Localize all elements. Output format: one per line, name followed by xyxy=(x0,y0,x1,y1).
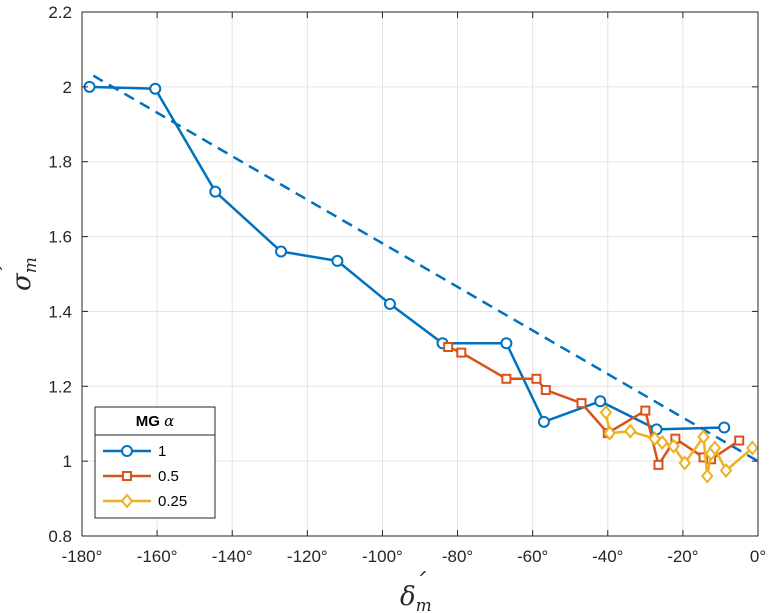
data-point xyxy=(667,438,680,454)
y-tick-label: 1 xyxy=(63,452,72,471)
trendline xyxy=(92,74,759,463)
x-tick-label: -140° xyxy=(212,547,253,566)
svg-text:σm: σm xyxy=(7,257,41,291)
legend: MG α 1 0.5 0.25 xyxy=(94,406,216,519)
data-point xyxy=(700,468,714,484)
legend-label: 0.5 xyxy=(158,468,179,485)
data-point xyxy=(456,347,467,358)
series-diamond xyxy=(599,404,759,484)
data-point xyxy=(718,421,731,434)
x-axis-ticks: -180° -160° -140° -120° -100° -80° -60° -40° -20… xyxy=(62,12,766,566)
y-tick-label: 1.8 xyxy=(48,153,72,172)
data-point xyxy=(540,385,551,396)
y-axis-label: σm ´ xyxy=(0,257,41,291)
x-axis-label: δm ´ xyxy=(400,569,432,613)
data-point xyxy=(383,297,396,310)
x-axis-label-sub: m xyxy=(416,596,432,613)
data-point xyxy=(537,415,550,428)
data-point xyxy=(678,455,692,471)
x-tick-label: -60° xyxy=(517,547,548,566)
x-tick-label: 0° xyxy=(750,547,766,566)
data-point xyxy=(531,373,542,384)
legend-label: 1 xyxy=(158,443,166,460)
trendline-group xyxy=(92,74,759,463)
legend-title-main: MG xyxy=(136,413,164,430)
legend-box xyxy=(94,406,216,519)
series-group xyxy=(83,80,759,484)
data-point xyxy=(209,185,222,198)
legend-title: MG α xyxy=(136,412,174,430)
data-point xyxy=(650,423,663,436)
y-tick-label: 0.8 xyxy=(48,527,72,546)
y-tick-label: 1.2 xyxy=(48,377,72,396)
series-circle xyxy=(83,80,731,436)
y-tick-label: 2.2 xyxy=(48,3,72,22)
y-axis-ticks: 0.8 1 1.2 1.4 1.6 1.8 2 2.2 xyxy=(48,3,758,546)
data-point xyxy=(500,337,513,350)
y-tick-label: 2 xyxy=(63,78,72,97)
data-point xyxy=(443,341,454,352)
y-tick-label: 1.6 xyxy=(48,228,72,247)
data-point xyxy=(576,398,587,409)
data-point xyxy=(149,82,162,95)
legend-item: 0.5 xyxy=(103,468,179,485)
legend-title-symbol: α xyxy=(164,412,174,430)
data-point xyxy=(599,404,613,421)
x-tick-label: -20° xyxy=(667,547,698,566)
y-tick-label: 1.4 xyxy=(48,302,72,321)
data-point xyxy=(746,440,759,456)
data-point xyxy=(734,435,745,446)
data-point xyxy=(603,425,616,441)
x-tick-label: -40° xyxy=(592,547,623,566)
legend-swatch-marker xyxy=(121,445,133,457)
x-tick-label: -160° xyxy=(137,547,178,566)
data-point xyxy=(655,434,669,450)
legend-swatch-marker xyxy=(122,471,132,481)
svg-text:δm: δm xyxy=(400,582,432,613)
x-tick-label: -80° xyxy=(442,547,473,566)
data-point xyxy=(624,423,637,439)
x-tick-label: -180° xyxy=(62,547,103,566)
data-point xyxy=(697,429,710,445)
data-point xyxy=(653,459,664,470)
data-point xyxy=(331,254,344,267)
y-axis-label-sub: m xyxy=(21,257,41,273)
data-point xyxy=(708,440,722,456)
x-tick-label: -120° xyxy=(287,547,328,566)
data-point xyxy=(501,373,512,384)
data-point xyxy=(594,395,607,408)
series-line xyxy=(89,85,725,431)
y-axis-label-main: σ xyxy=(7,272,37,291)
legend-label: 0.25 xyxy=(158,493,187,510)
x-axis-label-prime: ´ xyxy=(413,569,427,599)
x-tick-label: -100° xyxy=(362,547,403,566)
x-axis-label-main: δ xyxy=(400,582,416,612)
data-point xyxy=(719,462,733,479)
legend-items: 1 0.5 0.25 xyxy=(103,443,187,510)
legend-swatch-marker xyxy=(120,493,134,509)
y-axis-label-prime: ´ xyxy=(0,263,25,277)
data-point xyxy=(275,245,288,258)
plot-border xyxy=(81,11,759,537)
legend-item: 0.25 xyxy=(103,493,187,510)
data-point xyxy=(640,405,651,416)
legend-item: 1 xyxy=(103,443,166,460)
